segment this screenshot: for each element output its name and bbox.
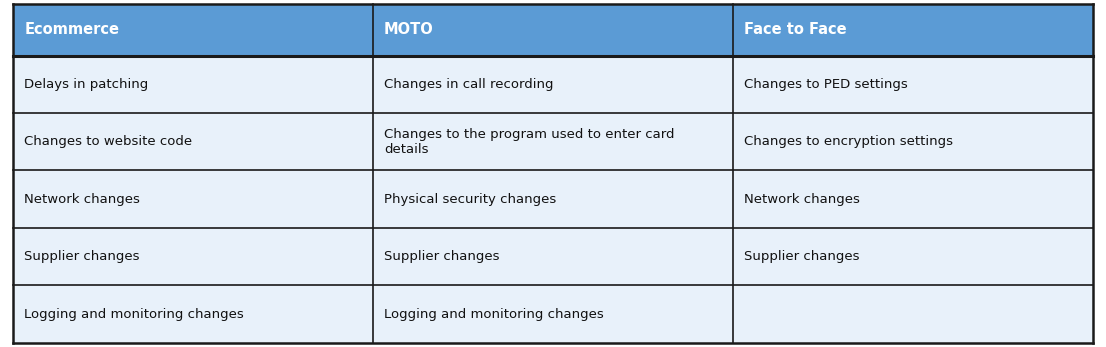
Text: Changes to the program used to enter card
details: Changes to the program used to enter car… — [384, 128, 675, 156]
Bar — [733, 285, 1093, 343]
Bar — [733, 228, 1093, 285]
Bar — [373, 228, 733, 285]
Text: Logging and monitoring changes: Logging and monitoring changes — [384, 307, 604, 321]
Text: Ecommerce: Ecommerce — [24, 22, 119, 37]
Bar — [373, 170, 733, 228]
Text: Changes to website code: Changes to website code — [24, 135, 192, 148]
Text: Supplier changes: Supplier changes — [24, 250, 139, 263]
Bar — [13, 285, 373, 343]
Bar — [373, 285, 733, 343]
Text: Supplier changes: Supplier changes — [744, 250, 859, 263]
Text: Network changes: Network changes — [24, 193, 140, 206]
Text: Delays in patching: Delays in patching — [24, 78, 148, 91]
Text: MOTO: MOTO — [384, 22, 434, 37]
Bar — [733, 4, 1093, 56]
Text: Network changes: Network changes — [744, 193, 859, 206]
Text: Changes to PED settings: Changes to PED settings — [744, 78, 908, 91]
Bar — [13, 113, 373, 170]
Bar — [733, 56, 1093, 113]
Bar — [13, 228, 373, 285]
Bar — [373, 113, 733, 170]
Bar — [13, 170, 373, 228]
Text: Changes in call recording: Changes in call recording — [384, 78, 554, 91]
Text: Physical security changes: Physical security changes — [384, 193, 556, 206]
Text: Changes to encryption settings: Changes to encryption settings — [744, 135, 953, 148]
Bar — [13, 56, 373, 113]
Bar — [733, 113, 1093, 170]
Bar — [733, 170, 1093, 228]
Bar — [373, 4, 733, 56]
Bar — [13, 4, 373, 56]
Text: Supplier changes: Supplier changes — [384, 250, 500, 263]
Text: Face to Face: Face to Face — [744, 22, 846, 37]
Text: Logging and monitoring changes: Logging and monitoring changes — [24, 307, 244, 321]
Bar — [373, 56, 733, 113]
